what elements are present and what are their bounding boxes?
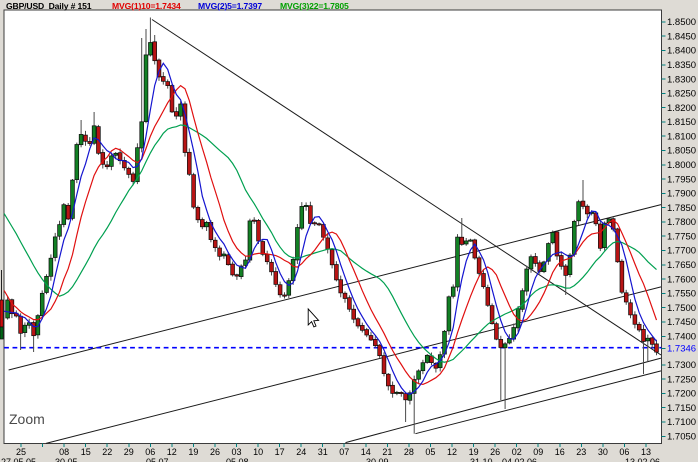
svg-text:1.8450: 1.8450 bbox=[667, 31, 696, 42]
svg-text:15: 15 bbox=[81, 447, 91, 457]
svg-text:05.08: 05.08 bbox=[226, 457, 249, 462]
svg-text:14: 14 bbox=[361, 447, 371, 457]
svg-text:1.7500: 1.7500 bbox=[667, 303, 696, 314]
svg-text:25: 25 bbox=[16, 447, 26, 457]
svg-text:02: 02 bbox=[512, 447, 522, 457]
svg-text:29: 29 bbox=[124, 447, 134, 457]
svg-text:1.7900: 1.7900 bbox=[667, 189, 696, 200]
svg-text:27.05.05: 27.05.05 bbox=[1, 457, 36, 462]
svg-text:1.8200: 1.8200 bbox=[667, 103, 696, 114]
svg-text:1.7850: 1.7850 bbox=[667, 203, 696, 214]
svg-text:19: 19 bbox=[188, 447, 198, 457]
svg-text:1.7300: 1.7300 bbox=[667, 360, 696, 371]
svg-text:1.7346: 1.7346 bbox=[667, 344, 696, 355]
svg-text:1.7550: 1.7550 bbox=[667, 289, 696, 300]
svg-text:1.7700: 1.7700 bbox=[667, 246, 696, 257]
svg-text:1.8500: 1.8500 bbox=[667, 17, 696, 28]
svg-text:13: 13 bbox=[641, 447, 651, 457]
svg-text:1.7450: 1.7450 bbox=[667, 317, 696, 328]
svg-text:1.8000: 1.8000 bbox=[667, 160, 696, 171]
svg-text:1.7200: 1.7200 bbox=[667, 389, 696, 400]
svg-text:30.09: 30.09 bbox=[366, 457, 389, 462]
svg-text:05: 05 bbox=[425, 447, 435, 457]
svg-text:10: 10 bbox=[253, 447, 263, 457]
svg-text:Zoom: Zoom bbox=[9, 411, 45, 427]
svg-text:05.07: 05.07 bbox=[146, 457, 169, 462]
svg-text:1.7650: 1.7650 bbox=[667, 260, 696, 271]
svg-text:17: 17 bbox=[275, 447, 285, 457]
svg-text:12: 12 bbox=[447, 447, 457, 457]
svg-text:21: 21 bbox=[382, 447, 392, 457]
svg-text:08: 08 bbox=[59, 447, 69, 457]
svg-text:31.10: 31.10 bbox=[470, 457, 493, 462]
svg-text:1.7800: 1.7800 bbox=[667, 217, 696, 228]
svg-text:1.8150: 1.8150 bbox=[667, 117, 696, 128]
svg-text:1.8400: 1.8400 bbox=[667, 46, 696, 57]
svg-text:1.8300: 1.8300 bbox=[667, 74, 696, 85]
svg-text:1.7250: 1.7250 bbox=[667, 374, 696, 385]
svg-text:30: 30 bbox=[598, 447, 608, 457]
svg-text:06: 06 bbox=[619, 447, 629, 457]
svg-text:12: 12 bbox=[167, 447, 177, 457]
svg-text:1.7750: 1.7750 bbox=[667, 231, 696, 242]
svg-text:16: 16 bbox=[555, 447, 565, 457]
svg-text:06: 06 bbox=[145, 447, 155, 457]
svg-text:28: 28 bbox=[404, 447, 414, 457]
svg-text:1.7950: 1.7950 bbox=[667, 174, 696, 185]
svg-text:1.7050: 1.7050 bbox=[667, 432, 696, 443]
svg-text:1.7600: 1.7600 bbox=[667, 274, 696, 285]
svg-text:1.8100: 1.8100 bbox=[667, 131, 696, 142]
svg-text:03: 03 bbox=[231, 447, 241, 457]
svg-text:1.8050: 1.8050 bbox=[667, 146, 696, 157]
svg-text:07: 07 bbox=[339, 447, 349, 457]
svg-text:23: 23 bbox=[576, 447, 586, 457]
svg-text:1.7400: 1.7400 bbox=[667, 332, 696, 343]
svg-text:24: 24 bbox=[296, 447, 306, 457]
svg-text:26: 26 bbox=[210, 447, 220, 457]
svg-text:31: 31 bbox=[318, 447, 328, 457]
svg-text:30.05: 30.05 bbox=[55, 457, 78, 462]
svg-text:22: 22 bbox=[102, 447, 112, 457]
svg-text:19: 19 bbox=[469, 447, 479, 457]
svg-text:13.02.06: 13.02.06 bbox=[625, 457, 660, 462]
svg-text:1.8350: 1.8350 bbox=[667, 60, 696, 71]
svg-text:1.8250: 1.8250 bbox=[667, 89, 696, 100]
svg-text:1.7150: 1.7150 bbox=[667, 403, 696, 414]
svg-text:26: 26 bbox=[490, 447, 500, 457]
svg-text:04.02.06: 04.02.06 bbox=[502, 457, 537, 462]
svg-text:1.7100: 1.7100 bbox=[667, 417, 696, 428]
svg-text:09: 09 bbox=[533, 447, 543, 457]
